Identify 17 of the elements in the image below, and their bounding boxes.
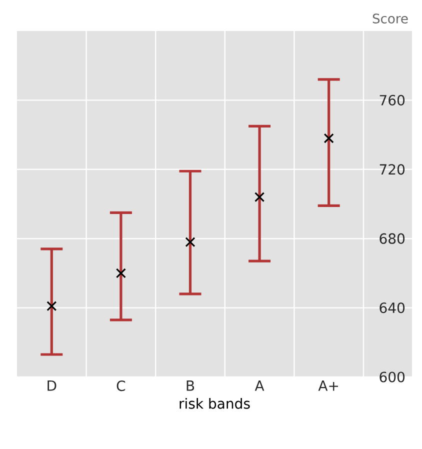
point [254,192,265,202]
x-tick-label: A [254,380,264,391]
y-tick-label: 720 [380,164,405,175]
x-tick-label: B [186,380,194,391]
point [324,133,334,144]
x-axis-title: risk bands [180,398,250,409]
y-tick-label: 680 [380,233,405,244]
x-tick-label: A+ [318,380,338,391]
y-tick-label: 640 [380,302,405,314]
y-tick-label: 760 [380,94,405,106]
x-tick-label: C [116,380,126,392]
y-axis-title: Score [372,14,408,24]
y-tick-label: 600 [380,372,405,382]
point [46,301,57,312]
x-tick-label: D [48,380,56,391]
point [116,268,126,278]
point [185,237,196,248]
